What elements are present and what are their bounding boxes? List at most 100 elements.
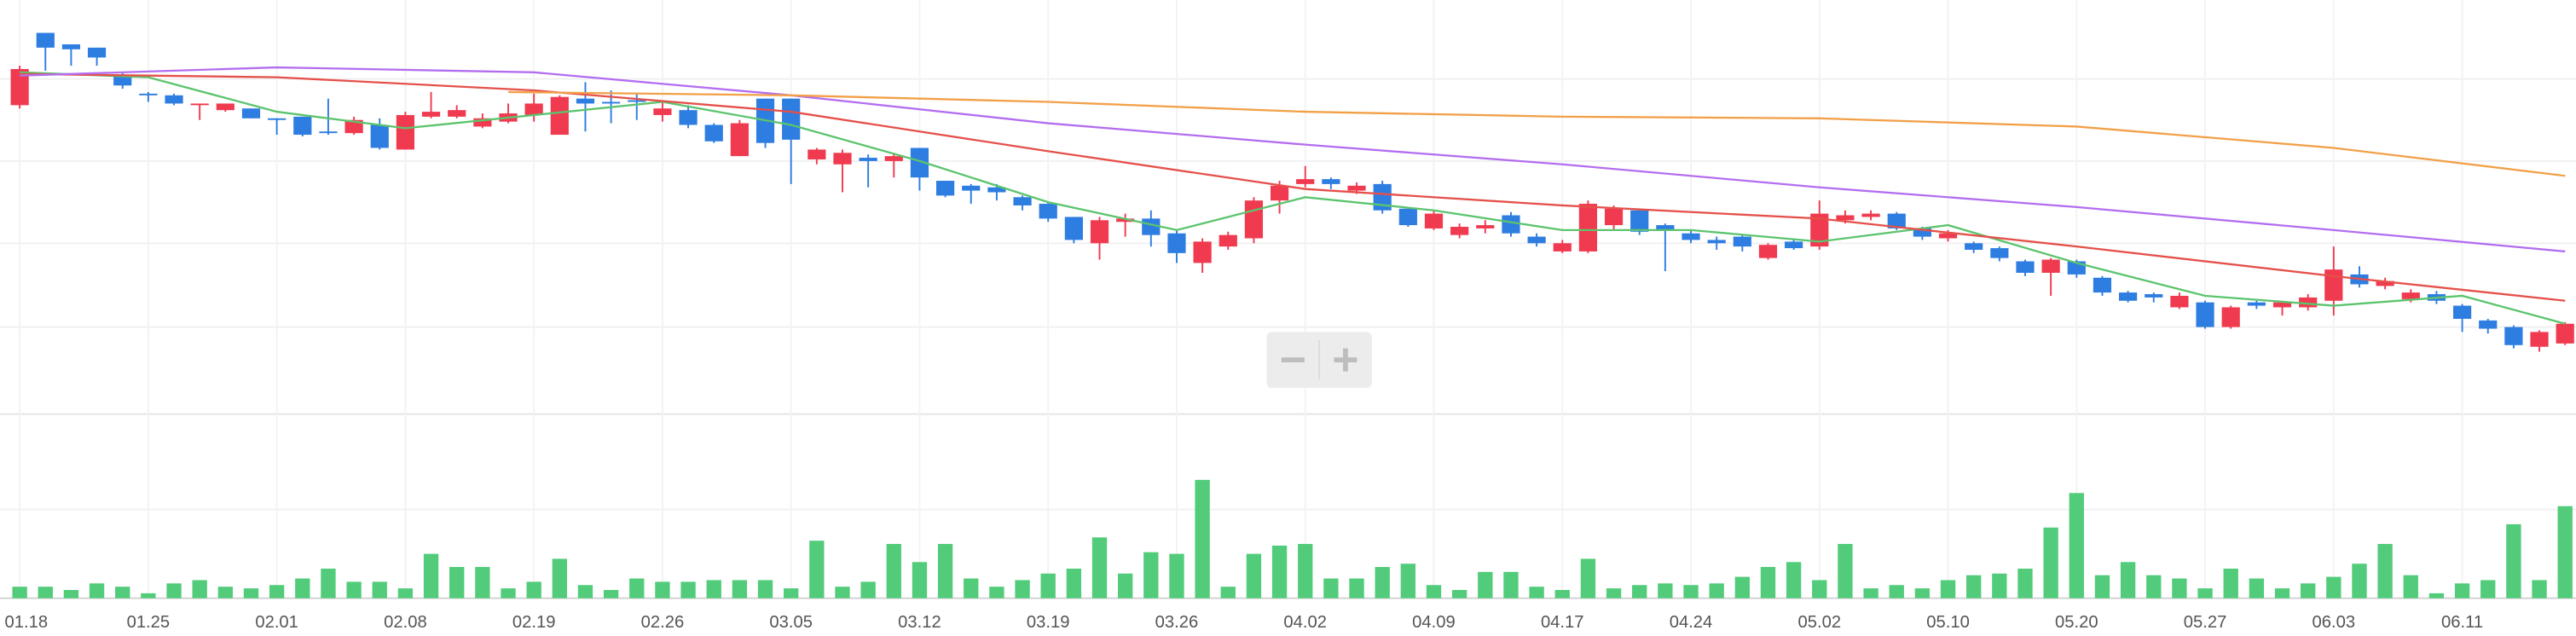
volume-bar: [1786, 562, 1802, 598]
volume-bar: [1015, 580, 1030, 598]
volume-bar: [2377, 544, 2393, 598]
volume-bar: [937, 544, 953, 598]
x-tick-label: 05.02: [1797, 613, 1841, 632]
candle-body: [1887, 213, 1906, 228]
volume-bar: [1323, 578, 1339, 598]
volume-bar: [603, 590, 619, 598]
volume-bar: [629, 578, 645, 598]
volume-bar: [835, 587, 850, 598]
volume-bar: [2223, 568, 2238, 598]
volume-bar: [1914, 588, 1931, 598]
volume-bar: [1760, 567, 1776, 598]
candle-body: [1733, 236, 1751, 247]
candle-body: [1758, 245, 1778, 258]
x-tick-label: 01.18: [5, 613, 49, 632]
zoom-controls: [1266, 332, 1372, 388]
candle-body: [2041, 259, 2060, 273]
candle-body: [87, 47, 107, 58]
candle-body: [1064, 217, 1083, 240]
volume-bar: [655, 581, 670, 598]
volume-bar: [1812, 580, 1827, 598]
candle-body: [1578, 204, 1598, 252]
candle-body: [448, 110, 466, 117]
volume-bar: [1426, 585, 1442, 598]
candle-body: [524, 103, 543, 115]
volume-bar: [2557, 506, 2573, 598]
volume-bar: [449, 567, 465, 598]
volume-bar: [680, 581, 696, 598]
candle-body: [293, 116, 312, 136]
candle-body: [36, 32, 55, 48]
volume-bar: [2120, 562, 2136, 598]
candle-body: [2221, 307, 2240, 327]
x-tick-label: 02.08: [384, 613, 427, 632]
volume-bar: [192, 580, 207, 598]
volume-bar: [552, 558, 567, 598]
candle-body: [1116, 218, 1135, 223]
candle-body: [1424, 213, 1444, 228]
volume-bar: [2532, 580, 2547, 598]
volume-bar: [397, 588, 414, 598]
volume-bar: [1966, 575, 1982, 598]
candle-body: [833, 153, 852, 165]
candle-body: [704, 124, 723, 142]
x-tick-label: 06.03: [2313, 613, 2356, 632]
volume-bar: [38, 587, 53, 598]
volume-bar: [1940, 580, 1956, 598]
candle-body: [1965, 243, 1983, 251]
volume-bar: [321, 568, 336, 598]
volume-bar: [1658, 583, 1673, 598]
volume-bar: [63, 590, 79, 598]
candle-body: [910, 147, 929, 178]
x-tick-label: 05.10: [1926, 613, 1970, 632]
zoom-out-button[interactable]: [1266, 332, 1319, 388]
volume-bar: [475, 567, 490, 598]
moving-average-line: [20, 66, 2566, 253]
candle-body: [1039, 204, 1057, 219]
candle-body: [1167, 233, 1186, 253]
candle-body: [936, 181, 955, 196]
candle-body: [2376, 280, 2394, 286]
candle-body: [1810, 213, 1829, 247]
x-tick-label: 06.11: [2441, 613, 2483, 632]
candle-body: [165, 95, 183, 104]
candle-body: [2299, 297, 2318, 308]
volume-bar: [2326, 576, 2342, 598]
volume-bar: [1683, 585, 1699, 598]
candle-body: [1785, 241, 1803, 249]
candle-body: [2530, 332, 2549, 347]
candle-body: [1913, 228, 1931, 237]
volume-bar: [1040, 573, 1056, 598]
candle-body: [628, 100, 646, 102]
volume-bar: [2480, 580, 2496, 598]
candle-body: [1296, 179, 1315, 184]
volume-bar: [2274, 588, 2290, 598]
candle-body: [2452, 305, 2472, 319]
volume-bar: [1143, 552, 1159, 598]
x-tick-label: 05.27: [2184, 613, 2227, 632]
candle-body: [859, 158, 877, 161]
volume-bar: [1478, 571, 1493, 598]
volume-bar: [2506, 523, 2521, 598]
candle-body: [1398, 208, 1417, 226]
volume-bar: [1992, 573, 2007, 598]
candle-body: [1938, 233, 1958, 239]
candle-body: [808, 149, 826, 159]
volume-bar: [784, 588, 799, 598]
candle-body: [139, 93, 158, 95]
zoom-in-button[interactable]: [1319, 332, 1372, 388]
volume-bar: [166, 583, 182, 598]
candle-body: [396, 114, 414, 150]
candle-body: [962, 185, 981, 191]
volume-bar: [2454, 583, 2470, 598]
volume-bar: [2428, 593, 2445, 598]
candle-body: [1502, 215, 1520, 234]
volume-bar: [1220, 587, 1236, 598]
candle-body: [1322, 179, 1340, 184]
candle-body: [1630, 210, 1649, 232]
x-tick-label: 04.17: [1541, 613, 1584, 632]
volume-bar: [12, 587, 27, 598]
candle-body: [1553, 243, 1572, 252]
